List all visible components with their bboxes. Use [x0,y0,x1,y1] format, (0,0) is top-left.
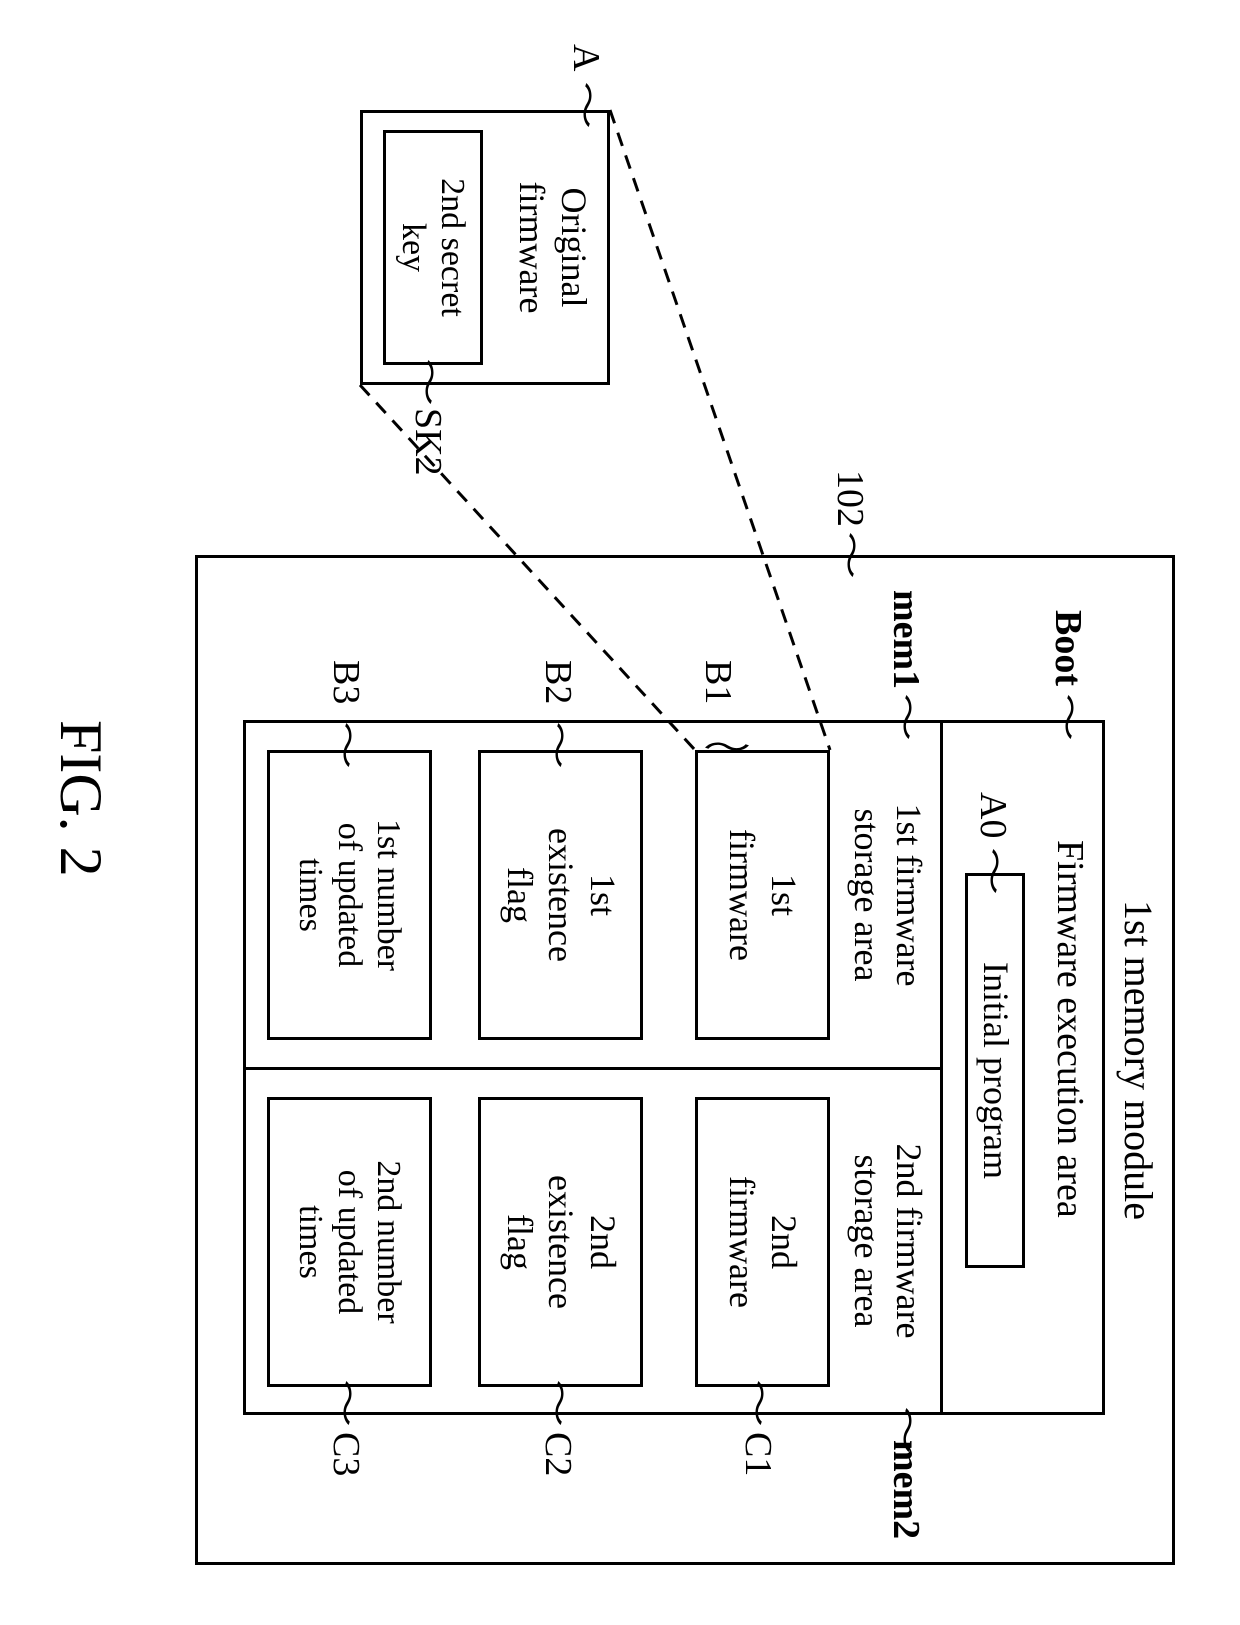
dash-lines [0,0,1240,1625]
diagram-stage: 1st memory module 102 〜 Firmware executi… [0,0,1240,1625]
figure-caption: FIG. 2 [46,720,115,877]
